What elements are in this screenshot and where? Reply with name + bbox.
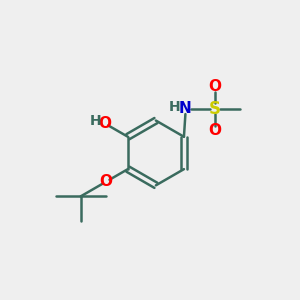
Text: N: N: [179, 101, 192, 116]
Text: H: H: [168, 100, 180, 114]
Text: O: O: [208, 79, 221, 94]
Text: O: O: [208, 123, 221, 138]
Text: O: O: [98, 116, 111, 131]
Text: S: S: [209, 100, 221, 118]
Text: H: H: [90, 114, 101, 128]
Text: O: O: [100, 174, 113, 189]
